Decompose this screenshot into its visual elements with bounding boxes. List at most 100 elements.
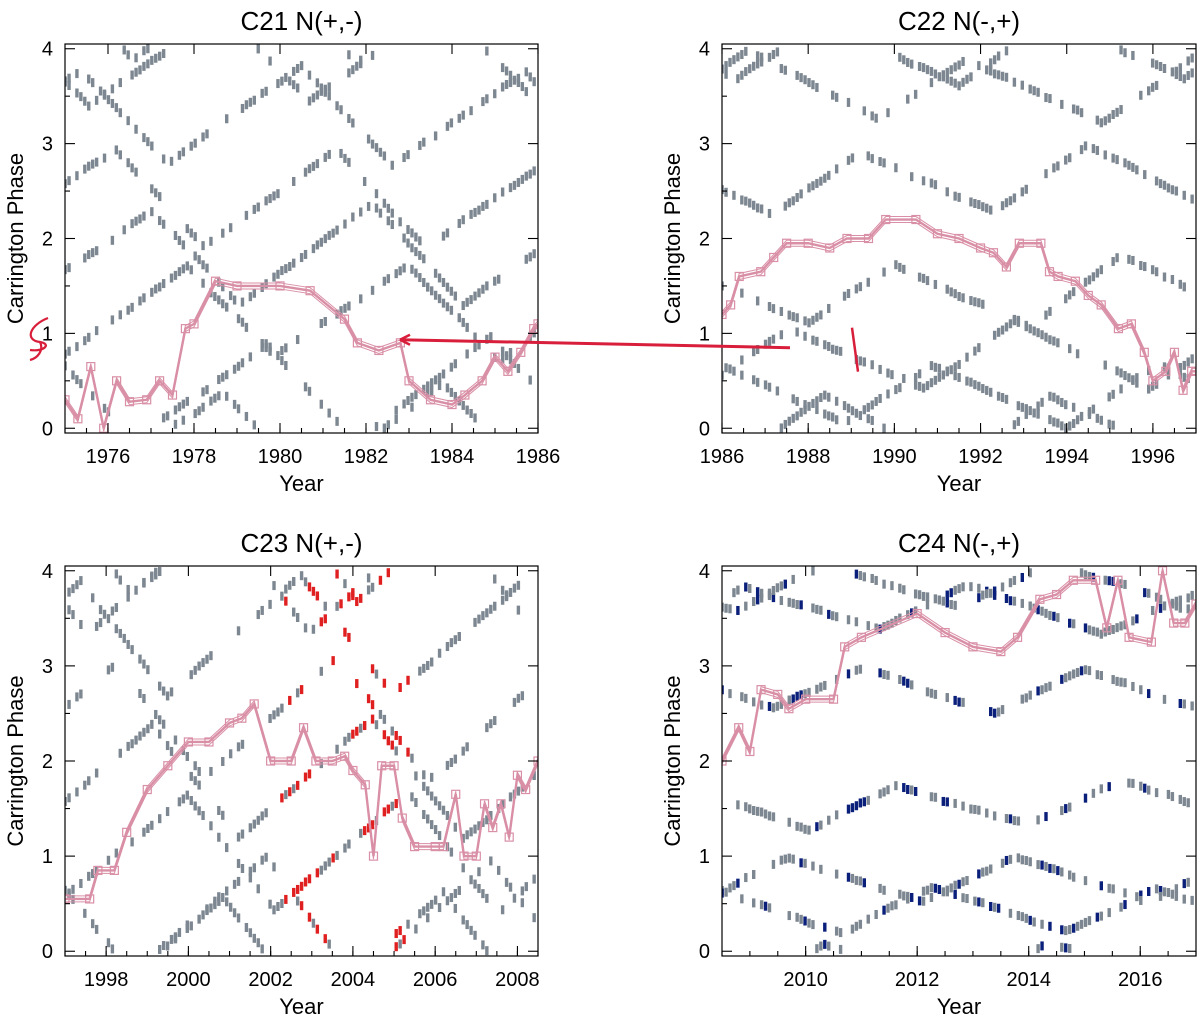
phase-mark [429, 386, 434, 396]
phase-mark [485, 281, 489, 291]
phase-mark [355, 61, 359, 71]
phase-mark [981, 590, 985, 600]
phase-mark [201, 278, 205, 288]
phase-mark [949, 76, 953, 86]
phase-mark [410, 243, 414, 253]
phase-mark [359, 294, 363, 304]
phase-mark [343, 627, 347, 637]
phase-mark [225, 391, 229, 401]
phase-mark [453, 903, 458, 913]
phase-mark [94, 95, 99, 105]
phase-mark [992, 811, 997, 821]
phase-mark [838, 944, 843, 954]
phase-mark [118, 628, 122, 638]
phase-mark [803, 400, 807, 410]
phase-mark [489, 856, 493, 866]
phase-mark [351, 118, 355, 128]
phase-mark [803, 916, 807, 926]
phase-mark [1079, 411, 1084, 421]
phase-mark [83, 908, 87, 918]
phase-mark [402, 263, 406, 273]
phase-mark [142, 727, 146, 737]
phase-mark [221, 372, 225, 382]
phase-mark [94, 768, 99, 778]
phase-mark [732, 588, 736, 598]
phase-mark [228, 749, 233, 759]
phase-mark [473, 413, 477, 423]
phase-mark [1107, 392, 1111, 402]
phase-mark [75, 580, 79, 590]
phase-mark [902, 585, 906, 595]
track-band-upper [722, 567, 1196, 759]
phase-mark [221, 810, 225, 820]
phase-mark [965, 376, 969, 386]
phase-mark [173, 735, 178, 745]
phase-mark [866, 414, 870, 424]
phase-mark [437, 372, 442, 382]
x-tick-label: 1996 [1131, 446, 1176, 468]
phase-mark [898, 674, 902, 684]
track-point [825, 243, 835, 253]
phase-mark [850, 153, 855, 163]
track-point [155, 376, 165, 386]
phase-mark [351, 591, 355, 601]
phase-mark [1083, 793, 1088, 803]
phase-mark [949, 65, 953, 75]
phase-mark [193, 409, 197, 419]
y-tick-label: 1 [42, 323, 53, 345]
track-point [237, 713, 247, 723]
phase-mark [906, 891, 910, 901]
x-tick-label: 2004 [331, 969, 376, 991]
dash-marks [65, 44, 536, 433]
phase-mark [126, 592, 130, 602]
phase-mark [122, 45, 126, 55]
phase-mark [146, 44, 150, 54]
phase-mark [992, 330, 997, 340]
phase-mark [815, 604, 819, 614]
phase-mark [791, 413, 795, 423]
phase-mark [838, 928, 843, 938]
phase-mark [1040, 919, 1044, 929]
phase-mark [508, 347, 513, 357]
phase-mark [933, 69, 938, 79]
phase-mark [1119, 677, 1123, 687]
phase-mark [414, 924, 418, 934]
phase-mark [953, 585, 957, 595]
phase-mark [827, 411, 831, 421]
phase-mark [1087, 409, 1092, 419]
phase-mark [493, 574, 497, 584]
phase-mark [410, 392, 414, 402]
phase-mark [898, 583, 902, 593]
phase-mark [335, 416, 339, 426]
phase-mark [410, 264, 414, 274]
phase-mark [386, 420, 391, 430]
phase-mark [331, 656, 335, 666]
phase-mark [508, 183, 513, 193]
phase-mark [795, 821, 799, 831]
phase-mark [268, 599, 272, 609]
phase-mark [953, 695, 957, 705]
phase-mark [98, 86, 103, 96]
phase-mark [449, 638, 454, 648]
phase-mark [414, 247, 418, 257]
phase-mark [779, 306, 784, 316]
phase-mark [106, 938, 111, 948]
phase-mark [130, 70, 134, 80]
phase-mark [374, 720, 379, 730]
phase-mark [1079, 108, 1084, 118]
phase-mark [79, 878, 83, 888]
phase-mark [834, 164, 839, 174]
phase-mark [1099, 265, 1103, 275]
track-point [224, 718, 235, 728]
phase-mark [422, 278, 426, 288]
phase-mark [748, 198, 752, 208]
phase-mark [1119, 45, 1123, 55]
phase-mark [791, 598, 795, 608]
phase-mark [724, 187, 728, 197]
phase-mark [803, 689, 807, 699]
phase-mark [280, 591, 284, 601]
phase-mark [118, 78, 122, 88]
phase-mark [138, 731, 142, 741]
phase-mark [1024, 184, 1028, 194]
